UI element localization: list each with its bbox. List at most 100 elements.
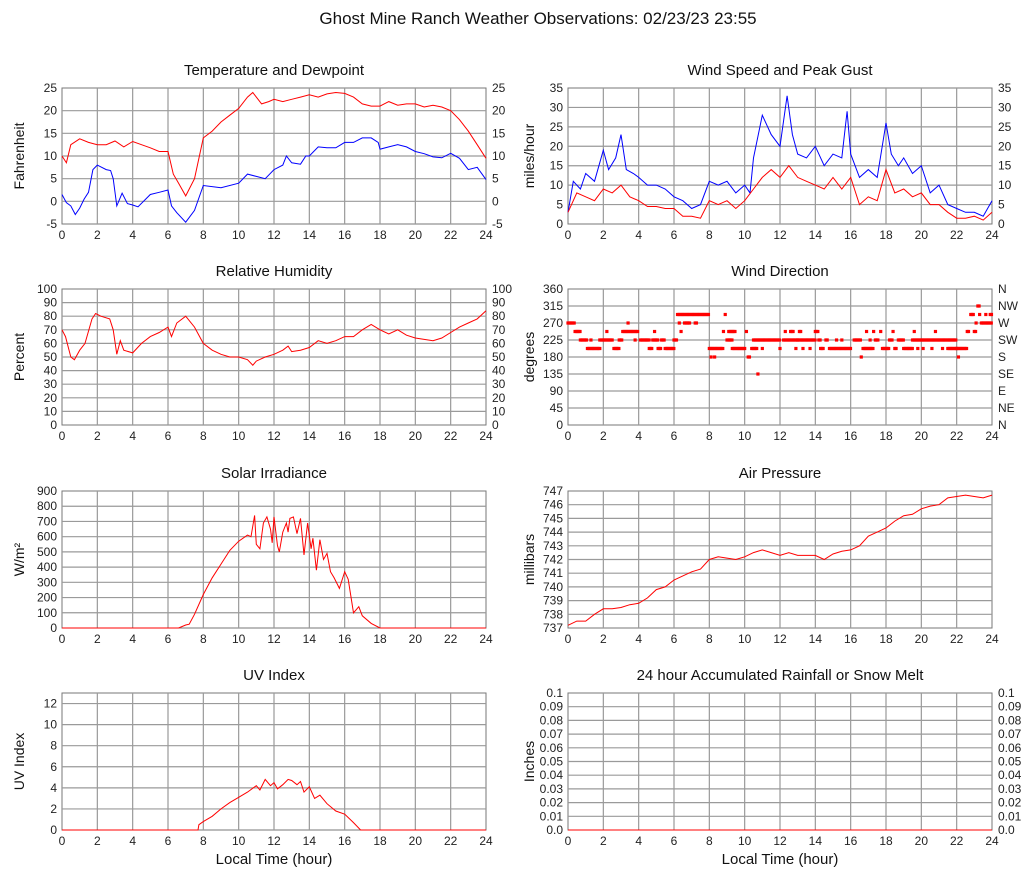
wind-direction-point xyxy=(647,338,651,342)
x-tick-label: 0 xyxy=(59,834,66,848)
wind-direction-point xyxy=(572,321,576,325)
y-tick-label-right: 0.03 xyxy=(998,782,1022,796)
y-tick-label: 0 xyxy=(50,823,57,837)
chart-title: Air Pressure xyxy=(739,465,822,482)
wind-direction-point xyxy=(610,338,614,342)
wind-direction-point xyxy=(650,346,654,351)
y-tick-label-right: 0.05 xyxy=(998,755,1022,769)
wind-direction-point xyxy=(894,346,898,351)
y-tick-label: 30 xyxy=(550,100,564,114)
x-tick-label: 6 xyxy=(671,834,678,848)
wind-direction-point xyxy=(794,346,798,351)
y-tick-label: 35 xyxy=(550,81,564,95)
wind-direction-point xyxy=(721,346,725,351)
x-tick-label: 24 xyxy=(479,228,493,242)
x-tick-label: 2 xyxy=(600,228,607,242)
wind-direction-point xyxy=(933,329,938,334)
y-tick-label-right: 0.04 xyxy=(998,768,1022,782)
x-tick-label: 24 xyxy=(985,834,999,848)
y-axis-label: miles/hour xyxy=(521,123,537,188)
wind-direction-point xyxy=(859,355,863,359)
x-tick-label: 0 xyxy=(565,429,572,443)
wind-direction-point xyxy=(808,346,812,351)
x-tick-label: 24 xyxy=(985,228,999,242)
y-tick-label-right: 100 xyxy=(492,282,512,296)
y-tick-label-right: 10 xyxy=(998,178,1012,192)
y-tick-label: 15 xyxy=(550,159,564,173)
y-tick-label: 0.01 xyxy=(540,809,564,823)
wind-direction-point xyxy=(868,338,872,342)
x-tick-label: 2 xyxy=(600,632,607,646)
x-tick-label: 0 xyxy=(565,228,572,242)
wind-direction-point xyxy=(723,312,727,317)
y-tick-label-right: N xyxy=(998,418,1007,432)
wind-direction-point xyxy=(834,338,839,342)
x-tick-label: 4 xyxy=(129,429,136,443)
wind-direction-point xyxy=(617,346,621,351)
x-tick-label: 2 xyxy=(94,632,101,646)
wind-direction-point xyxy=(672,346,676,351)
wind-direction-point xyxy=(747,355,752,359)
x-tick-label: 2 xyxy=(600,429,607,443)
y-tick-label-right: 0.09 xyxy=(998,700,1022,714)
y-tick-label: 135 xyxy=(543,367,563,381)
y-tick-label: 50 xyxy=(44,350,58,364)
y-tick-label-right: 0.08 xyxy=(998,713,1022,727)
y-tick-label: -5 xyxy=(46,217,57,231)
x-tick-label: 20 xyxy=(915,228,929,242)
series-line-dewpoint xyxy=(61,137,487,223)
wind-direction-point xyxy=(813,338,817,342)
y-tick-label: 100 xyxy=(37,606,57,620)
wind-direction-point xyxy=(783,329,787,334)
wind-direction-point xyxy=(887,346,891,351)
y-tick-label: 0.04 xyxy=(540,768,564,782)
wind-direction-point xyxy=(652,329,657,334)
x-tick-label: 10 xyxy=(232,429,246,443)
y-tick-label: 5 xyxy=(556,198,563,212)
wind-direction-point xyxy=(755,346,759,351)
x-axis-label-right: Local Time (hour) xyxy=(722,851,839,868)
y-tick-label: 742 xyxy=(543,553,563,567)
x-tick-label: 8 xyxy=(200,834,207,848)
x-tick-label: 22 xyxy=(444,632,458,646)
x-tick-label: 20 xyxy=(915,632,929,646)
y-tick-label: 8 xyxy=(50,739,57,753)
wind-direction-point xyxy=(744,329,749,334)
wind-direction-point xyxy=(916,346,920,351)
wind-direction-point xyxy=(825,338,829,342)
y-tick-label-right: 0 xyxy=(492,194,499,208)
x-tick-label: 24 xyxy=(479,632,493,646)
x-tick-label: 16 xyxy=(844,632,858,646)
x-tick-label: 2 xyxy=(94,429,101,443)
y-axis-label: Fahrenheit xyxy=(11,122,27,189)
y-tick-label-right: 5 xyxy=(998,198,1005,212)
wind-direction-point xyxy=(578,329,582,334)
y-tick-label-right: 20 xyxy=(998,139,1012,153)
wind-direction-point xyxy=(584,338,589,342)
wind-direction-point xyxy=(848,346,853,351)
chart-title: Relative Humidity xyxy=(216,263,333,280)
x-tick-label: 22 xyxy=(950,228,964,242)
y-tick-label: 45 xyxy=(550,401,564,415)
x-tick-label: 8 xyxy=(200,632,207,646)
y-tick-label: 600 xyxy=(37,530,57,544)
x-tick-label: 6 xyxy=(671,228,678,242)
wind-direction-point xyxy=(876,338,880,342)
y-tick-label: 90 xyxy=(550,384,564,398)
y-axis-label: millibars xyxy=(521,534,537,585)
x-tick-label: 14 xyxy=(809,228,823,242)
y-tick-label: 746 xyxy=(543,498,563,512)
y-tick-label-right: SE xyxy=(998,367,1014,381)
x-tick-label: 16 xyxy=(844,429,858,443)
wind-direction-point xyxy=(989,321,993,325)
y-tick-label-right: 5 xyxy=(492,172,499,186)
x-tick-label: 14 xyxy=(809,834,823,848)
y-tick-label: 70 xyxy=(44,323,58,337)
x-tick-label: 10 xyxy=(738,429,752,443)
x-tick-label: 22 xyxy=(444,834,458,848)
y-tick-label: 744 xyxy=(543,525,563,539)
x-tick-label: 4 xyxy=(635,834,642,848)
y-tick-label: 270 xyxy=(543,316,563,330)
